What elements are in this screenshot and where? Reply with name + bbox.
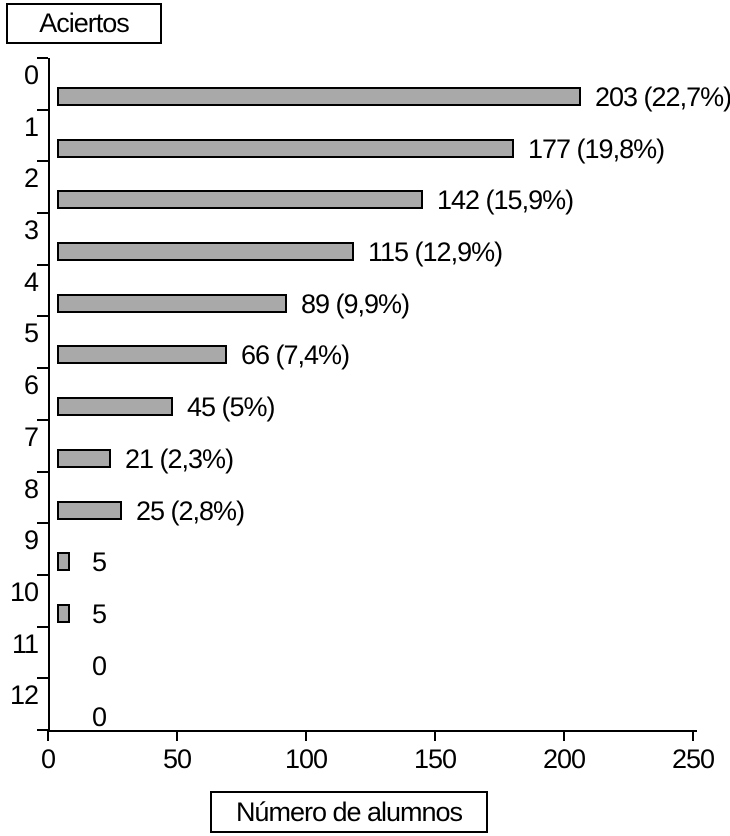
y-axis-tick <box>37 263 48 266</box>
y-axis-tick <box>37 367 48 370</box>
bar-value-label: 45 (5%) <box>187 392 276 423</box>
category-label: 3 <box>23 215 39 246</box>
y-axis-tick <box>37 108 48 111</box>
bar-value-label: 203 (22,7%) <box>595 82 730 112</box>
y-axis-tick <box>37 677 48 680</box>
y-axis-title-box: Aciertos <box>6 3 162 44</box>
category-label: 2 <box>23 163 39 194</box>
y-axis-tick <box>37 212 48 215</box>
bar-value-label: 89 (9,9%) <box>301 288 410 319</box>
bar-value-label: 5 <box>92 598 107 629</box>
category-label: 0 <box>23 60 39 90</box>
bar <box>57 242 354 262</box>
x-axis-tick-label: 250 <box>671 744 715 774</box>
y-axis-line <box>48 58 50 732</box>
bar <box>57 87 581 106</box>
y-axis-tick <box>37 729 48 731</box>
bar <box>57 552 70 572</box>
x-axis-tick-label: 100 <box>284 744 328 774</box>
x-axis-tick <box>692 730 694 741</box>
y-axis-tick <box>37 418 48 421</box>
category-label: 5 <box>23 318 39 349</box>
category-label: 4 <box>23 266 39 297</box>
bar <box>57 500 122 520</box>
bar <box>57 397 173 417</box>
x-axis-label-box: Número de alumnos <box>210 791 488 833</box>
bar-value-label: 142 (15,9%) <box>437 185 574 216</box>
y-axis-tick <box>37 315 48 318</box>
y-axis-tick <box>37 160 48 163</box>
bar <box>57 603 70 623</box>
y-axis-tick <box>37 57 48 59</box>
x-axis-label: Número de alumnos <box>235 796 463 827</box>
category-label: 1 <box>23 111 39 142</box>
category-label: 11 <box>11 628 39 659</box>
x-axis-tick <box>47 730 49 741</box>
category-label: 8 <box>23 473 39 504</box>
x-axis-tick-label: 50 <box>162 744 192 774</box>
x-axis-line <box>48 730 697 732</box>
x-axis-tick-label: 150 <box>413 744 457 774</box>
y-axis-tick <box>37 470 48 473</box>
x-axis-tick <box>434 730 436 741</box>
x-axis-tick <box>305 730 307 741</box>
category-label: 7 <box>23 421 39 452</box>
bar <box>57 345 227 365</box>
category-label: 10 <box>9 576 39 607</box>
x-axis-tick <box>176 730 178 741</box>
category-label: 6 <box>23 370 39 401</box>
bar-value-label: 21 (2,3%) <box>125 443 234 474</box>
y-axis-tick <box>37 573 48 576</box>
x-axis-tick-label: 0 <box>40 744 56 774</box>
y-axis-title: Aciertos <box>39 8 130 38</box>
bar-value-label: 0 <box>92 650 107 681</box>
bar-value-label: 25 (2,8%) <box>136 495 245 526</box>
bar-value-label: 0 <box>92 702 107 733</box>
bar <box>57 138 514 158</box>
bar-value-label: 66 (7,4%) <box>241 340 350 371</box>
plot-area: 0 203 (22,7%) 1 177 (19,8%) 2 142 (15,9%) 3 115… <box>10 57 730 774</box>
x-axis-tick-label: 200 <box>542 744 586 774</box>
y-axis-tick <box>37 522 48 525</box>
bar-value-label: 5 <box>92 547 107 578</box>
bar <box>57 190 423 210</box>
bar <box>57 448 111 468</box>
bar <box>57 293 287 313</box>
bar-value-label: 177 (19,8%) <box>528 133 665 164</box>
category-label: 9 <box>23 525 39 556</box>
x-axis-tick <box>563 730 565 741</box>
bar-value-label: 115 (12,9%) <box>368 237 503 268</box>
category-label: 12 <box>9 680 39 711</box>
y-axis-tick <box>37 625 48 628</box>
